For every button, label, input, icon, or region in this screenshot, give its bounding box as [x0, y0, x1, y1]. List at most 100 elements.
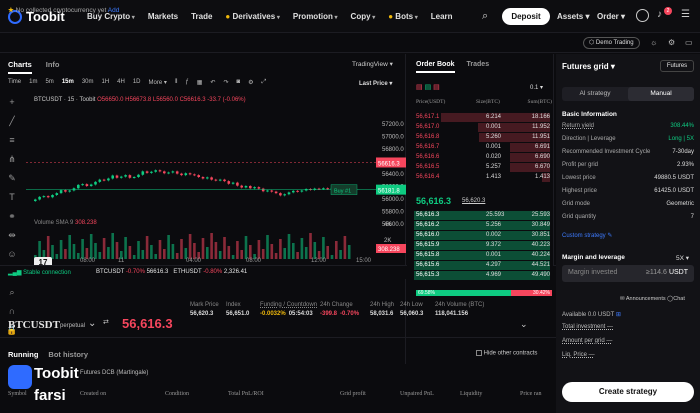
deposit-button[interactable]: Deposit — [502, 8, 550, 25]
create-strategy-button[interactable]: Create strategy — [562, 382, 694, 402]
ask-row[interactable]: 56,616.6 0.020 6.690 — [414, 152, 550, 163]
nav-learn[interactable]: Learn — [430, 12, 453, 21]
fib-icon[interactable]: ⋔ — [8, 154, 16, 164]
hide-other-contracts[interactable]: Hide other contracts — [476, 350, 537, 357]
leverage-select[interactable]: 5X ▾ — [676, 255, 690, 262]
tf-5m[interactable]: 5m — [45, 79, 54, 85]
ask-row[interactable]: 56,616.4 1.413 1.413 — [414, 172, 550, 183]
bid-row[interactable]: 56,616.3 25.593 25.593 — [414, 210, 550, 221]
volume-bar — [347, 245, 351, 259]
ob-layout-icons[interactable]: ▤ ▤ ▤ — [416, 83, 440, 91]
tf-15m[interactable]: 15m — [61, 79, 74, 85]
ask-row[interactable]: 56,616.8 5.260 11.951 — [414, 132, 550, 143]
bid-row[interactable]: 56,615.3 4.969 49.490 — [414, 270, 550, 281]
undo-icon[interactable]: ↶ — [210, 80, 216, 86]
tab-running[interactable]: Running — [8, 350, 39, 359]
ob-asks-icon[interactable]: ▤ — [433, 84, 440, 91]
nav-derivatives[interactable]: ● Derivatives — [225, 12, 279, 21]
last-price-select[interactable]: Last Price ▾ — [359, 81, 393, 87]
ask-row[interactable]: 56,617.0 0.001 11.952 — [414, 122, 550, 133]
indicator-icon[interactable]: ƒ — [185, 79, 189, 85]
settings-icon[interactable]: ⚙ — [668, 38, 676, 47]
candlestick-chart[interactable]: 57200.057000.056800.056600.056400.056200… — [26, 104, 406, 264]
screenshot-icon[interactable]: ◙ — [236, 79, 241, 85]
order-menu[interactable]: Order ▾ — [597, 12, 626, 21]
custom-strategy-link[interactable]: Custom strategy ✎ — [562, 232, 612, 239]
trendline-icon[interactable]: ╱ — [9, 116, 15, 126]
search-icon[interactable]: ⌕ — [482, 10, 489, 22]
fullscreen-icon[interactable]: ⤢ — [261, 79, 267, 85]
bid-row[interactable]: 56,616.0 0.002 30.851 — [414, 230, 550, 241]
announcements-bar[interactable]: ✉ Announcements ◯Chat — [620, 296, 685, 302]
tab-order-book[interactable]: Order Book — [416, 61, 455, 73]
tf-more[interactable]: More ▾ — [148, 80, 167, 86]
ob-bids-icon[interactable]: ▤ — [424, 84, 432, 91]
tf-1d[interactable]: 1D — [132, 79, 141, 85]
grid-type-select[interactable]: Futures grid ▾ — [562, 62, 615, 71]
tab-bot-history[interactable]: Bot history — [48, 350, 89, 359]
tf-time[interactable]: Time — [8, 79, 22, 85]
tab-info[interactable]: Info — [45, 60, 60, 69]
user-avatar-icon[interactable] — [636, 9, 649, 22]
horizontal-line-icon[interactable]: ≡ — [9, 135, 15, 145]
tf-4h[interactable]: 4H — [117, 79, 125, 85]
theme-icon[interactable]: ☼ — [650, 38, 658, 47]
hide-checkbox[interactable] — [476, 350, 482, 356]
tf-30m[interactable]: 30m — [81, 79, 94, 85]
chevron-down-icon[interactable]: ⌄ — [88, 318, 97, 329]
pair-name[interactable]: BTCUSDT — [8, 319, 60, 331]
collapse-icon[interactable]: ⌄ — [520, 319, 528, 329]
precision-select[interactable]: 0.1 ▾ — [530, 85, 544, 91]
tab-trades[interactable]: Trades — [466, 61, 490, 68]
bid-row[interactable]: 56,615.9 9.372 40.223 — [414, 240, 550, 251]
layout-icon[interactable]: ▭ — [685, 38, 693, 47]
candle-type-icon[interactable]: ⫴ — [174, 79, 178, 85]
tradingview-select[interactable]: TradingView ▾ — [352, 61, 393, 68]
ob-sum: 30.851 — [531, 232, 550, 238]
pattern-icon[interactable]: ⚭ — [8, 211, 16, 221]
measure-icon[interactable]: ⇹ — [8, 230, 16, 240]
ai-strategy-tab[interactable]: AI strategy — [579, 90, 611, 97]
volume-bar — [201, 238, 205, 259]
crosshair-icon[interactable]: + — [9, 97, 15, 107]
zoom-icon[interactable]: ⌕ — [9, 287, 15, 297]
bid-row[interactable]: 56,615.8 0.001 40.224 — [414, 250, 550, 261]
nav-copy[interactable]: Copy — [351, 12, 376, 21]
ask-row[interactable]: 56,616.7 0.001 6.691 — [414, 142, 550, 153]
nav-bots[interactable]: ● Bots — [388, 12, 418, 21]
futures-button[interactable]: Futures — [660, 60, 694, 72]
emoji-icon[interactable]: ☺ — [7, 249, 17, 259]
toobit-logo[interactable]: Toobit — [8, 9, 65, 24]
brush-icon[interactable]: ✎ — [8, 173, 16, 183]
add-favorite-link[interactable]: Add — [107, 7, 120, 14]
ob-both-icon[interactable]: ▤ — [416, 84, 423, 91]
assets-menu[interactable]: Assets ▾ — [557, 12, 590, 21]
redo-icon[interactable]: ↷ — [223, 80, 229, 86]
transfer-icon[interactable]: ⊞ — [615, 312, 621, 318]
demo-trading-button[interactable]: ⬡ Demo Trading — [583, 37, 640, 49]
tf-1h[interactable]: 1H — [101, 79, 110, 85]
bid-row[interactable]: 56,616.2 5.256 30.849 — [414, 220, 550, 231]
nav-markets[interactable]: Markets — [147, 12, 179, 21]
bid-row[interactable]: 56,615.6 4.297 44.521 — [414, 260, 550, 271]
pair-swap-icon[interactable]: ⇄ — [103, 319, 109, 326]
ticker-symbol[interactable]: ETHUSDT — [173, 269, 202, 275]
nav-promotion[interactable]: Promotion — [293, 12, 338, 21]
grid-layout-icon[interactable]: ▦ — [196, 80, 203, 86]
tf-1m[interactable]: 1m — [29, 79, 38, 85]
volume-axis-label: 4K — [384, 222, 391, 228]
magnet-icon[interactable]: ∩ — [8, 306, 16, 316]
tab-charts[interactable]: Charts — [8, 60, 32, 74]
ticker-symbol[interactable]: BTCUSDT — [96, 269, 125, 275]
nav-buy-crypto[interactable]: Buy Crypto — [87, 12, 135, 21]
nav-trade[interactable]: Trade — [191, 12, 213, 21]
chart-settings-icon[interactable]: ⚙ — [248, 80, 254, 86]
margin-input[interactable]: Margin invested ≥114.6 USDT — [562, 265, 694, 282]
menu-icon[interactable]: ☰ — [681, 9, 690, 20]
ask-row[interactable]: 56,616.5 5.257 6.670 — [414, 162, 550, 173]
lock-icon[interactable]: 🔒 — [6, 325, 18, 335]
ask-row[interactable]: 56,617.1 6.214 18.166 — [414, 112, 550, 123]
manual-tab[interactable]: Manual — [628, 87, 694, 101]
text-tool-icon[interactable]: T — [9, 192, 15, 202]
bell-icon[interactable]: ♪ — [657, 9, 662, 20]
